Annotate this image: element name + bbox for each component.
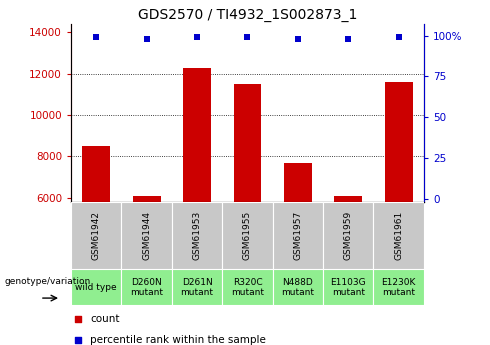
- Text: GSM61955: GSM61955: [243, 211, 252, 260]
- Bar: [222, 269, 272, 305]
- Bar: [172, 202, 222, 269]
- Bar: [122, 202, 172, 269]
- Text: GSM61959: GSM61959: [344, 211, 353, 260]
- Point: [74, 316, 82, 322]
- Bar: [234, 84, 261, 322]
- Title: GDS2570 / TI4932_1S002873_1: GDS2570 / TI4932_1S002873_1: [138, 8, 357, 22]
- Bar: [272, 269, 323, 305]
- Point: [344, 36, 352, 42]
- Bar: [284, 162, 312, 322]
- Point: [395, 34, 403, 40]
- Text: E1103G
mutant: E1103G mutant: [330, 277, 366, 297]
- Text: percentile rank within the sample: percentile rank within the sample: [91, 335, 267, 345]
- Bar: [183, 68, 211, 322]
- Text: genotype/variation: genotype/variation: [5, 277, 91, 286]
- Bar: [71, 202, 122, 269]
- Text: GSM61953: GSM61953: [193, 211, 201, 260]
- Point: [92, 34, 100, 40]
- Point: [294, 36, 302, 42]
- Bar: [334, 196, 362, 322]
- Text: wild type: wild type: [75, 283, 117, 292]
- Bar: [122, 269, 172, 305]
- Bar: [323, 269, 373, 305]
- Text: D261N
mutant: D261N mutant: [180, 277, 214, 297]
- Text: E1230K
mutant: E1230K mutant: [381, 277, 416, 297]
- Point: [193, 34, 201, 40]
- Bar: [222, 202, 272, 269]
- Bar: [385, 82, 413, 322]
- Point: [244, 34, 251, 40]
- Text: GSM61961: GSM61961: [394, 211, 403, 260]
- Bar: [82, 146, 110, 322]
- Text: GSM61944: GSM61944: [142, 211, 151, 260]
- Text: count: count: [91, 314, 120, 324]
- Bar: [71, 269, 122, 305]
- Text: GSM61942: GSM61942: [92, 211, 101, 260]
- Text: GSM61957: GSM61957: [294, 211, 302, 260]
- Text: D260N
mutant: D260N mutant: [130, 277, 163, 297]
- Bar: [172, 269, 222, 305]
- Bar: [133, 196, 161, 322]
- Bar: [373, 269, 424, 305]
- Bar: [373, 202, 424, 269]
- Bar: [272, 202, 323, 269]
- Text: R320C
mutant: R320C mutant: [231, 277, 264, 297]
- Text: N488D
mutant: N488D mutant: [281, 277, 315, 297]
- Bar: [323, 202, 373, 269]
- Point: [143, 36, 150, 42]
- Point: [74, 337, 82, 343]
